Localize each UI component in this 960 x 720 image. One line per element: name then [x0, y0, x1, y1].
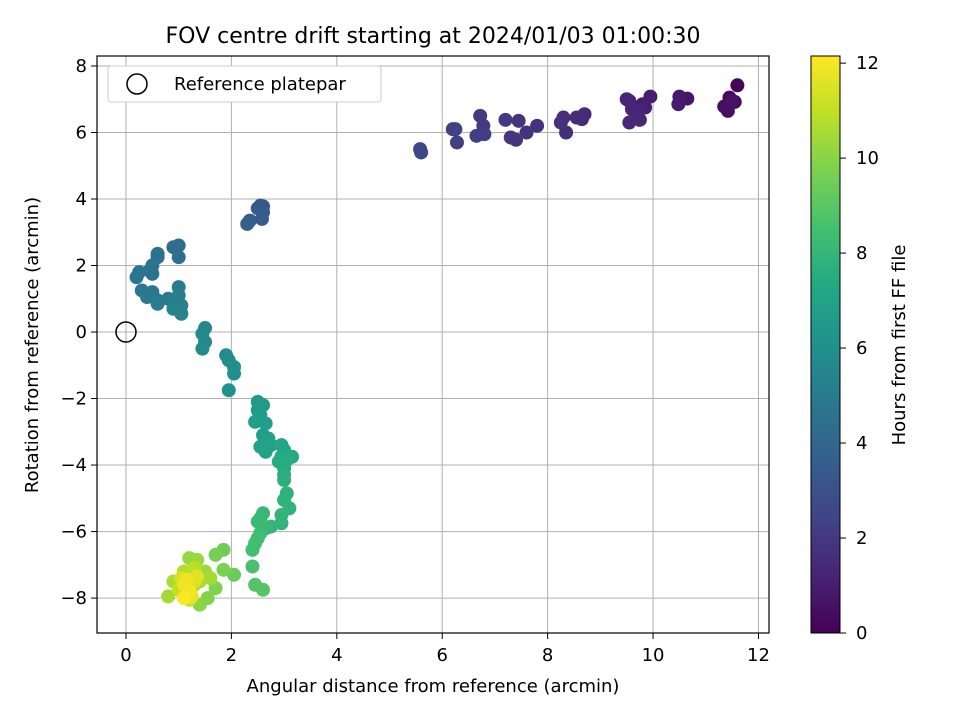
data-point — [503, 130, 518, 145]
data-point — [216, 562, 231, 577]
plot-frame — [96, 55, 770, 634]
x-tick-label: 12 — [747, 645, 770, 666]
data-point — [254, 211, 269, 226]
colorbar-tick-label: 0 — [856, 623, 867, 644]
legend-box — [107, 65, 382, 103]
colorbar-tick-label: 8 — [856, 243, 867, 264]
legend-label: Reference platepar — [174, 74, 346, 95]
points — [129, 78, 745, 612]
data-point — [240, 216, 255, 231]
data-point — [730, 78, 745, 93]
data-point — [208, 547, 223, 562]
y-tick-label: 0 — [76, 322, 87, 343]
chart-title: FOV centre drift starting at 2024/01/03 … — [166, 24, 701, 49]
data-point — [203, 571, 218, 586]
x-tick-label: 10 — [642, 645, 665, 666]
colorbar-tick-label: 6 — [856, 338, 867, 359]
colorbar-tick-label: 10 — [856, 148, 879, 169]
legend-marker — [126, 73, 148, 95]
y-tick-label: 2 — [76, 256, 87, 277]
data-point — [227, 567, 242, 582]
data-point — [277, 473, 292, 488]
data-point — [245, 542, 260, 557]
x-tick-label: 2 — [226, 645, 237, 666]
data-point — [274, 516, 289, 531]
data-point — [473, 108, 488, 123]
data-point — [195, 341, 210, 356]
data-point — [245, 559, 260, 574]
data-point — [145, 266, 160, 281]
legend: Reference platepar — [107, 65, 382, 103]
data-point — [248, 414, 263, 429]
data-point — [445, 122, 460, 137]
x-tick-label: 6 — [436, 645, 447, 666]
data-point — [171, 250, 186, 265]
data-point — [227, 366, 242, 381]
colorbar-label: Hours from first FF file — [889, 245, 910, 446]
data-point — [179, 572, 194, 587]
data-point — [519, 125, 534, 140]
y-tick-label: 6 — [76, 122, 87, 143]
y-tick-label: 4 — [76, 189, 87, 210]
data-point — [632, 112, 647, 127]
colorbar-tick-label: 4 — [856, 433, 867, 454]
y-axis-ticks: −8 −6 −4 −2 0 2 4 6 8 — [60, 56, 97, 609]
y-tick-label: −2 — [60, 389, 87, 410]
data-point — [161, 589, 176, 604]
data-point — [258, 416, 273, 431]
data-point — [622, 115, 637, 130]
data-point — [469, 128, 484, 143]
colorbar-tick-label: 12 — [856, 53, 879, 74]
colorbar — [810, 55, 841, 634]
y-tick-label: −4 — [60, 455, 87, 476]
data-point — [671, 97, 686, 112]
y-tick-label: −8 — [60, 588, 87, 609]
data-point — [530, 118, 545, 133]
y-tick-label: 8 — [76, 56, 87, 77]
data-point — [129, 270, 144, 285]
y-tick-label: −6 — [60, 522, 87, 543]
reference-platepar-marker — [115, 321, 137, 343]
data-point — [150, 296, 165, 311]
data-point — [498, 112, 513, 127]
colorbar-tick-label: 2 — [856, 528, 867, 549]
data-point — [190, 569, 205, 584]
x-axis-ticks: 0 2 4 6 8 10 12 — [120, 633, 770, 666]
y-axis-label: Rotation from reference (arcmin) — [22, 197, 43, 493]
colorbar-ticks: 0 2 4 6 8 10 12 — [840, 53, 879, 644]
data-point — [250, 514, 265, 529]
reference-marker-group — [115, 321, 137, 343]
data-point — [176, 591, 191, 606]
data-point — [256, 582, 271, 597]
data-point — [511, 113, 526, 128]
data-point — [569, 110, 584, 125]
data-point — [279, 453, 294, 468]
x-axis-label: Angular distance from reference (arcmin) — [247, 676, 620, 697]
data-point — [553, 115, 568, 130]
data-point — [174, 306, 189, 321]
data-point — [221, 383, 236, 398]
x-tick-label: 0 — [120, 645, 131, 666]
data-point — [725, 93, 740, 108]
x-tick-label: 4 — [331, 645, 342, 666]
data-point — [140, 290, 155, 305]
data-point — [258, 444, 273, 459]
data-point — [449, 135, 464, 150]
data-point — [414, 145, 429, 160]
x-tick-label: 8 — [542, 645, 553, 666]
